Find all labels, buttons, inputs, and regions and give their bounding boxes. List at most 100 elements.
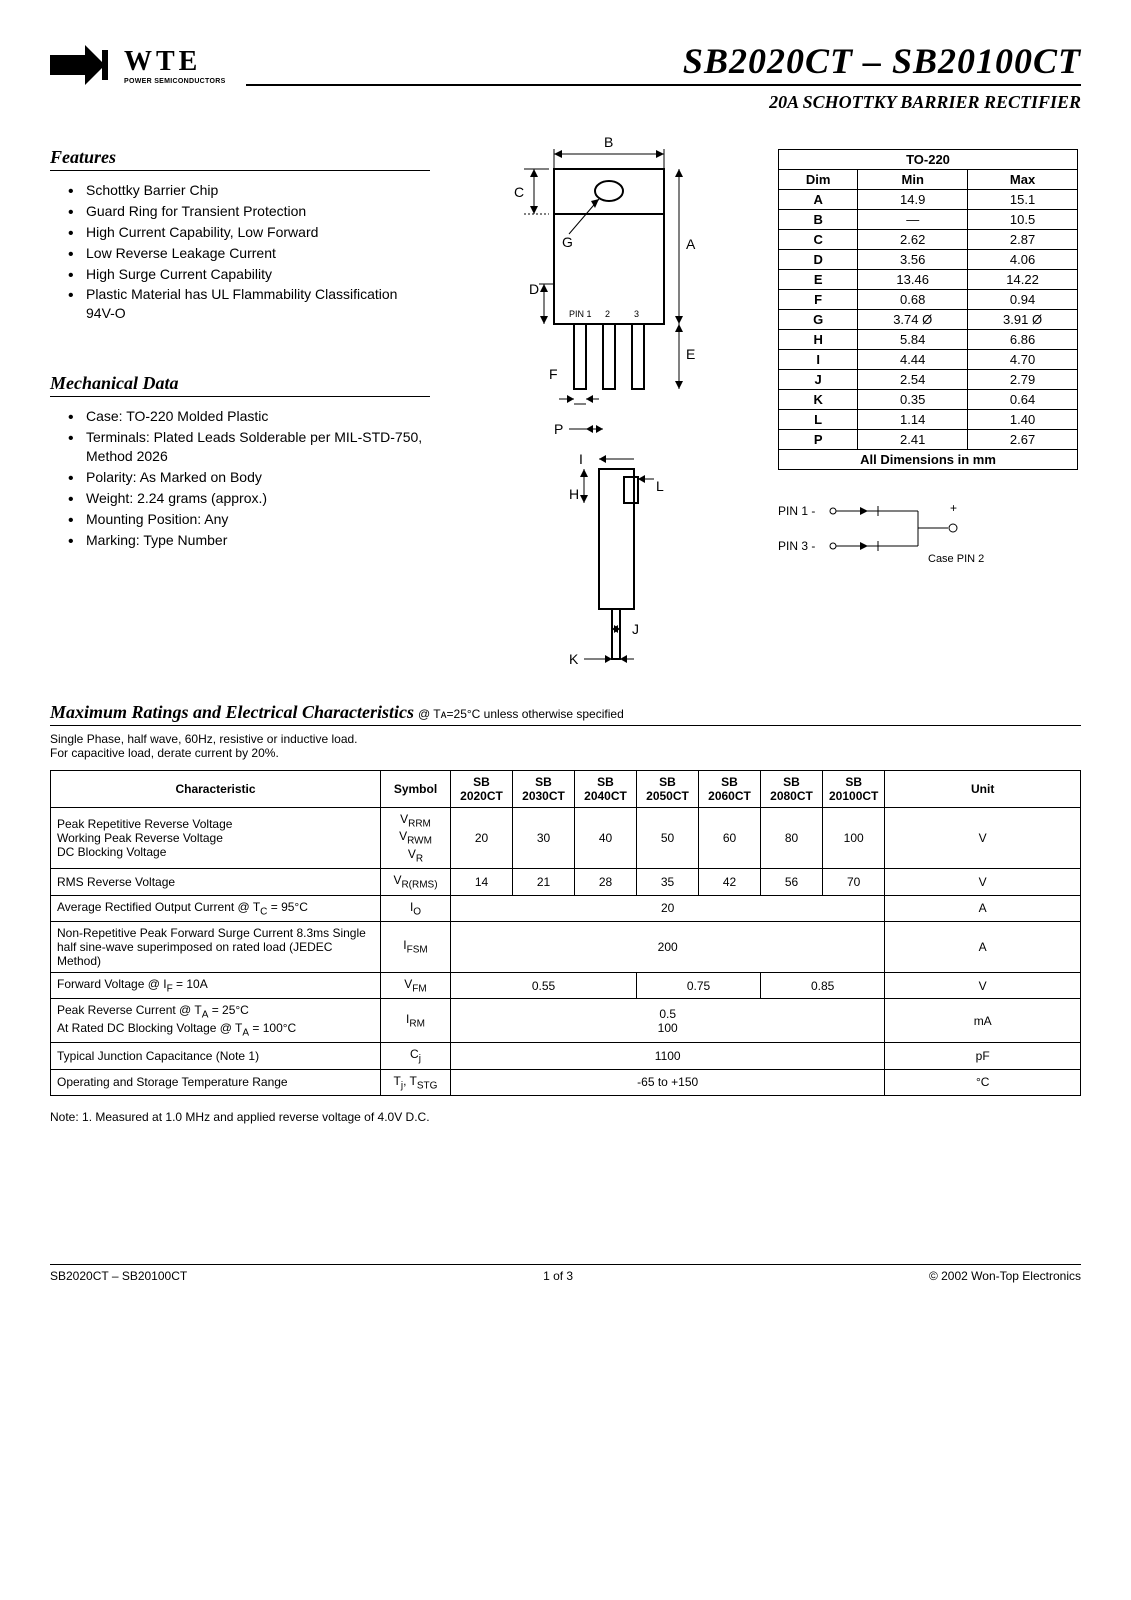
ratings-unit: V: [885, 869, 1081, 895]
dim-cell: F: [779, 290, 858, 310]
dim-cell: 3.74 Ø: [858, 310, 968, 330]
ratings-symbol: IFSM: [381, 921, 451, 972]
dim-cell: 2.67: [968, 430, 1078, 450]
ratings-intro-line: Single Phase, half wave, 60Hz, resistive…: [50, 732, 358, 746]
subtitle: 20A SCHOTTKY BARRIER RECTIFIER: [246, 92, 1081, 113]
svg-text:E: E: [686, 346, 695, 362]
dimension-table: Dim Min Max A14.915.1B—10.5C2.622.87D3.5…: [778, 169, 1078, 470]
dim-cell: 2.79: [968, 370, 1078, 390]
dim-cell: 0.35: [858, 390, 968, 410]
ratings-symbol: Cj: [381, 1043, 451, 1069]
logo-arrow-icon: [50, 40, 120, 90]
ratings-char: Peak Reverse Current @ TA = 25°CAt Rated…: [51, 999, 381, 1043]
ratings-col-header: SB2030CT: [513, 771, 575, 808]
ratings-col-header: Symbol: [381, 771, 451, 808]
ratings-value: -65 to +150: [451, 1069, 885, 1095]
mech-item: Terminals: Plated Leads Solderable per M…: [68, 428, 430, 466]
ratings-value: 14: [451, 869, 513, 895]
ratings-char: RMS Reverse Voltage: [51, 869, 381, 895]
svg-text:H: H: [569, 486, 579, 502]
ratings-value: 60: [699, 808, 761, 869]
part-title: SB2020CT – SB20100CT: [246, 40, 1081, 82]
dim-cell: 1.40: [968, 410, 1078, 430]
dim-cell: 0.68: [858, 290, 968, 310]
svg-text:PIN 1 -: PIN 1 -: [778, 504, 815, 518]
ratings-symbol: IO: [381, 895, 451, 921]
dim-cell: 3.91 Ø: [968, 310, 1078, 330]
dim-cell: E: [779, 270, 858, 290]
ratings-symbol: VRRMVRWMVR: [381, 808, 451, 869]
ratings-value: 80: [761, 808, 823, 869]
ratings-value: 56: [761, 869, 823, 895]
dim-cell: —: [858, 210, 968, 230]
dim-cell: 13.46: [858, 270, 968, 290]
feature-item: Plastic Material has UL Flammability Cla…: [68, 285, 430, 323]
ratings-char: Typical Junction Capacitance (Note 1): [51, 1043, 381, 1069]
svg-text:+: +: [950, 501, 957, 515]
svg-text:F: F: [549, 366, 558, 382]
mech-item: Polarity: As Marked on Body: [68, 468, 430, 487]
ratings-value: 70: [823, 869, 885, 895]
main-row: Features Schottky Barrier Chip Guard Rin…: [50, 119, 1081, 682]
dim-cell: 4.70: [968, 350, 1078, 370]
dim-cell: G: [779, 310, 858, 330]
svg-text:PIN 3 -: PIN 3 -: [778, 539, 815, 553]
feature-item: Schottky Barrier Chip: [68, 181, 430, 200]
mech-item: Marking: Type Number: [68, 531, 430, 550]
feature-item: Guard Ring for Transient Protection: [68, 202, 430, 221]
ratings-value: 40: [575, 808, 637, 869]
footer-right: © 2002 Won-Top Electronics: [929, 1269, 1081, 1283]
dim-cell: 0.94: [968, 290, 1078, 310]
ratings-col-header: SB2080CT: [761, 771, 823, 808]
dim-cell: 10.5: [968, 210, 1078, 230]
svg-text:I: I: [579, 451, 583, 467]
features-list: Schottky Barrier Chip Guard Ring for Tra…: [50, 181, 430, 323]
ratings-value: 0.75: [637, 972, 761, 998]
ratings-table: CharacteristicSymbolSB2020CTSB2030CT SB20…: [50, 770, 1081, 1096]
ratings-heading: Maximum Ratings and Electrical Character…: [50, 702, 414, 722]
ratings-value: 30: [513, 808, 575, 869]
ratings-value: 0.5100: [451, 999, 885, 1043]
ratings-col-header: Unit: [885, 771, 1081, 808]
svg-text:L: L: [656, 478, 664, 494]
ratings-col-header: SB2020CT: [451, 771, 513, 808]
ratings-unit: pF: [885, 1043, 1081, 1069]
dim-cell: 2.62: [858, 230, 968, 250]
dim-cell: B: [779, 210, 858, 230]
dim-cell: 0.64: [968, 390, 1078, 410]
dim-table-caption: TO-220: [778, 149, 1078, 169]
page-footer: SB2020CT – SB20100CT 1 of 3 © 2002 Won-T…: [50, 1264, 1081, 1283]
ratings-char: Forward Voltage @ IF = 10A: [51, 972, 381, 998]
dim-cell: 2.41: [858, 430, 968, 450]
ratings-unit: A: [885, 921, 1081, 972]
dim-cell: 14.9: [858, 190, 968, 210]
svg-text:PIN 1: PIN 1: [569, 309, 592, 319]
ratings-value: 50: [637, 808, 699, 869]
dim-table-footer: All Dimensions in mm: [779, 450, 1078, 470]
mech-item: Case: TO-220 Molded Plastic: [68, 407, 430, 426]
footer-left: SB2020CT – SB20100CT: [50, 1269, 187, 1283]
svg-text:Case PIN 2: Case PIN 2: [928, 553, 984, 565]
dim-cell: 6.86: [968, 330, 1078, 350]
svg-text:K: K: [569, 651, 579, 667]
dim-cell: 4.44: [858, 350, 968, 370]
title-rule: [246, 84, 1081, 86]
ratings-unit: V: [885, 808, 1081, 869]
ratings-col-header: SB2050CT: [637, 771, 699, 808]
ratings-symbol: Tj, TSTG: [381, 1069, 451, 1095]
ratings-value: 20: [451, 808, 513, 869]
svg-text:C: C: [514, 184, 524, 200]
pin-schematic: PIN 1 - PIN 3 - + Case PIN 2: [778, 490, 1078, 573]
ratings-char: Average Rectified Output Current @ TC = …: [51, 895, 381, 921]
ratings-unit: °C: [885, 1069, 1081, 1095]
ratings-symbol: VR(RMS): [381, 869, 451, 895]
dim-cell: H: [779, 330, 858, 350]
svg-text:B: B: [604, 134, 613, 150]
ratings-condition: @ Tᴀ=25°C unless otherwise specified: [418, 707, 624, 721]
feature-item: High Surge Current Capability: [68, 265, 430, 284]
ratings-char: Non-Repetitive Peak Forward Surge Curren…: [51, 921, 381, 972]
dim-col-header: Max: [968, 170, 1078, 190]
ratings-intro: Single Phase, half wave, 60Hz, resistive…: [50, 732, 1081, 760]
dim-cell: 15.1: [968, 190, 1078, 210]
ratings-col-header: Characteristic: [51, 771, 381, 808]
